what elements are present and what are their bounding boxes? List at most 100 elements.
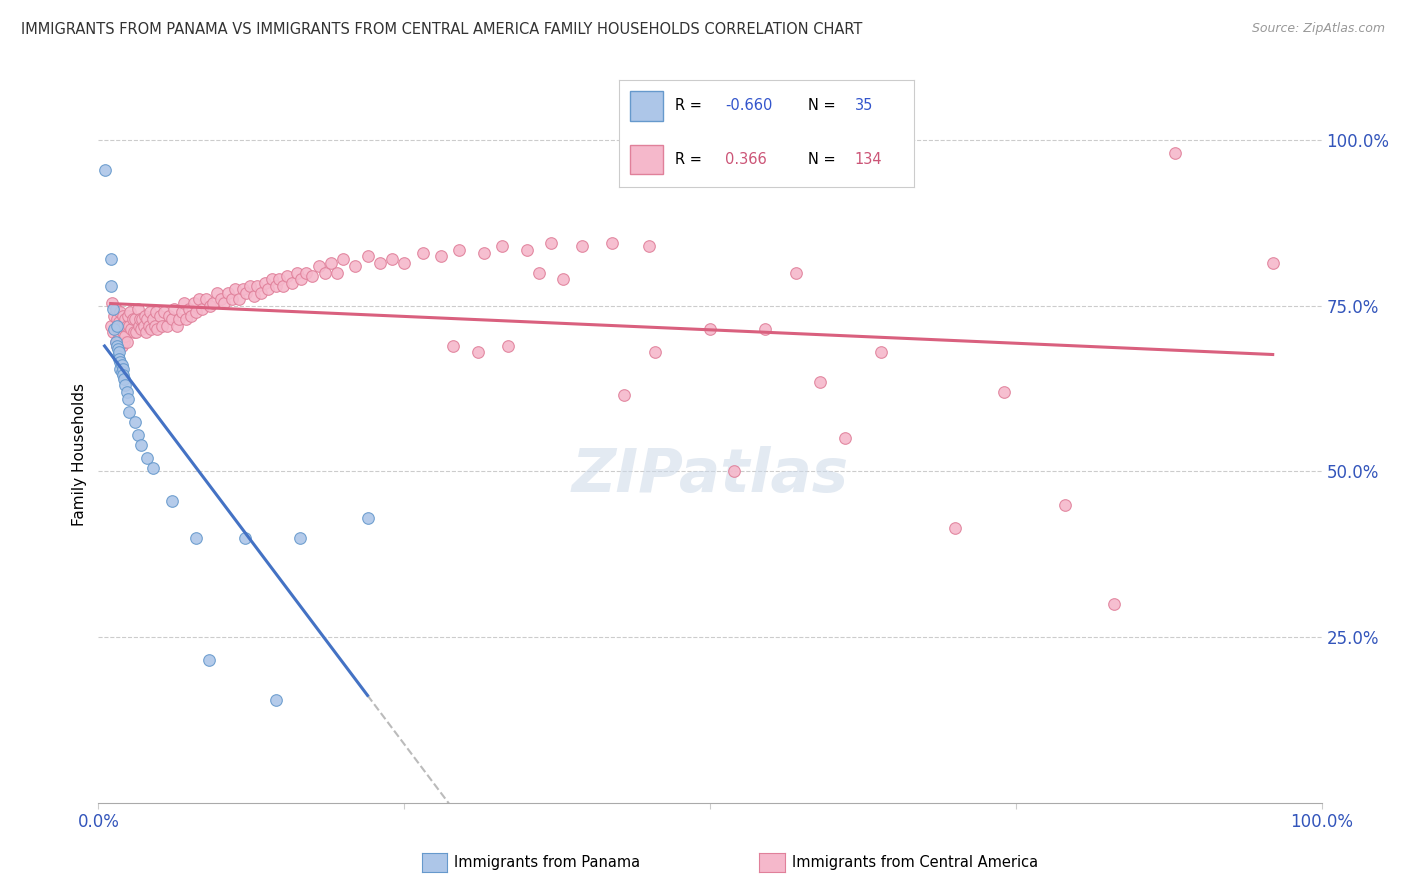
- Point: [166, 318, 188, 333]
- Point: [129, 312, 152, 326]
- Point: [253, 276, 276, 290]
- Point: [139, 322, 162, 336]
- Point: [135, 326, 157, 340]
- Point: [110, 361, 132, 376]
- Point: [285, 266, 308, 280]
- Point: [808, 375, 831, 389]
- Point: [105, 338, 128, 352]
- Point: [571, 239, 593, 253]
- Point: [120, 305, 142, 319]
- Point: [1102, 597, 1125, 611]
- Point: [111, 361, 134, 376]
- Text: Source: ZipAtlas.com: Source: ZipAtlas.com: [1251, 22, 1385, 36]
- Text: R =: R =: [675, 152, 702, 167]
- Point: [177, 302, 200, 317]
- Text: 134: 134: [855, 152, 883, 167]
- Point: [115, 318, 138, 333]
- Point: [101, 295, 124, 310]
- Point: [110, 355, 132, 369]
- Point: [107, 349, 129, 363]
- Point: [186, 531, 208, 545]
- Point: [121, 312, 143, 326]
- Point: [111, 368, 134, 383]
- Point: [235, 285, 257, 300]
- Point: [111, 309, 134, 323]
- Point: [110, 305, 132, 319]
- Point: [108, 335, 131, 350]
- Text: IMMIGRANTS FROM PANAMA VS IMMIGRANTS FROM CENTRAL AMERICA FAMILY HOUSEHOLDS CORR: IMMIGRANTS FROM PANAMA VS IMMIGRANTS FRO…: [21, 22, 862, 37]
- Point: [111, 318, 134, 333]
- Point: [187, 292, 209, 306]
- Point: [110, 328, 132, 343]
- Point: [153, 305, 176, 319]
- Point: [195, 292, 218, 306]
- Point: [332, 252, 354, 267]
- Point: [1053, 498, 1076, 512]
- Point: [515, 243, 537, 257]
- Point: [197, 653, 219, 667]
- Point: [111, 338, 134, 352]
- Point: [100, 318, 122, 333]
- Point: [108, 351, 131, 366]
- Point: [723, 465, 745, 479]
- Point: [112, 372, 135, 386]
- Point: [157, 309, 180, 323]
- Point: [105, 318, 128, 333]
- Point: [125, 326, 148, 340]
- Point: [180, 309, 202, 323]
- Point: [114, 312, 136, 326]
- Point: [167, 312, 190, 326]
- Point: [202, 295, 225, 310]
- Point: [496, 338, 519, 352]
- Point: [111, 365, 134, 379]
- Bar: [630, 145, 664, 175]
- Point: [205, 285, 228, 300]
- Point: [326, 266, 349, 280]
- Point: [1261, 256, 1284, 270]
- Point: [368, 256, 391, 270]
- Point: [104, 335, 127, 350]
- Point: [264, 279, 287, 293]
- Point: [104, 335, 127, 350]
- Point: [117, 309, 139, 323]
- Point: [114, 378, 136, 392]
- Point: [198, 299, 221, 313]
- Point: [100, 252, 122, 267]
- Point: [412, 245, 434, 260]
- Point: [114, 328, 136, 343]
- Point: [472, 245, 495, 260]
- Point: [160, 494, 183, 508]
- Point: [242, 289, 264, 303]
- Point: [186, 305, 208, 319]
- Point: [107, 332, 129, 346]
- Point: [112, 318, 135, 333]
- Point: [392, 256, 416, 270]
- Point: [1164, 146, 1187, 161]
- Point: [553, 272, 575, 286]
- Point: [111, 326, 134, 340]
- Point: [430, 249, 453, 263]
- Point: [644, 345, 666, 359]
- Point: [943, 521, 966, 535]
- Point: [115, 384, 138, 399]
- Point: [170, 305, 193, 319]
- Point: [993, 384, 1015, 399]
- Text: N =: N =: [807, 98, 835, 113]
- Point: [276, 268, 298, 283]
- Point: [356, 249, 378, 263]
- Point: [160, 312, 183, 326]
- Point: [108, 315, 131, 329]
- Point: [467, 345, 489, 359]
- Point: [221, 292, 243, 306]
- Point: [115, 335, 138, 350]
- Point: [122, 326, 145, 340]
- Point: [101, 302, 124, 317]
- Point: [132, 318, 155, 333]
- Point: [527, 266, 550, 280]
- Point: [441, 338, 464, 352]
- Point: [107, 342, 129, 356]
- Point: [118, 405, 141, 419]
- Point: [111, 359, 134, 373]
- Point: [381, 252, 404, 267]
- Point: [93, 163, 115, 178]
